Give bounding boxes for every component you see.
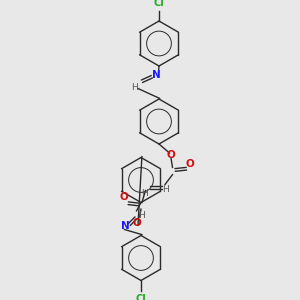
Text: H: H [138, 211, 145, 220]
Text: O: O [167, 149, 176, 160]
Text: O: O [185, 159, 194, 169]
Text: Cl: Cl [154, 0, 164, 8]
Text: O: O [133, 218, 142, 228]
Text: H: H [141, 189, 147, 198]
Text: Cl: Cl [136, 294, 146, 300]
Text: N: N [121, 221, 130, 231]
Text: N: N [152, 70, 160, 80]
Text: O: O [119, 192, 128, 202]
Text: H: H [131, 83, 137, 92]
Text: H: H [163, 185, 169, 194]
